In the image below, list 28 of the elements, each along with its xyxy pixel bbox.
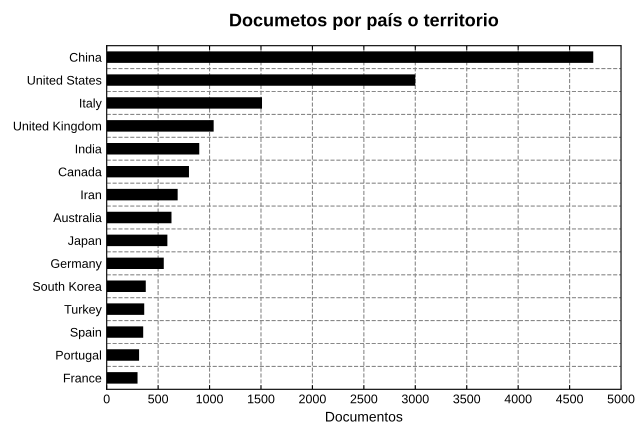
x-tick-label: 1500 (248, 394, 274, 404)
x-axis-title: Documentos (326, 412, 402, 422)
y-tick-label: Iran (81, 190, 102, 200)
x-tick-label: 3000 (402, 394, 429, 404)
y-tick-label: Portugal (56, 350, 101, 362)
y-tick-label: Germany (51, 259, 102, 270)
y-tick-label: United States (28, 76, 102, 85)
y-tick-label: Australia (53, 212, 102, 222)
y-tick-label: Japan (68, 236, 102, 248)
chart-title: Documetos por país o territorio (230, 12, 498, 30)
y-tick-label: Turkey (64, 304, 102, 316)
x-tick-label: 3500 (453, 394, 480, 404)
x-tick-label: 1000 (196, 394, 223, 404)
y-tick-label: Spain (70, 328, 102, 340)
y-tick-label: Italy (80, 98, 102, 110)
x-tick-label: 0 (104, 394, 110, 404)
y-tick-label: Canada (58, 167, 102, 176)
y-tick-label: China (70, 52, 102, 62)
x-tick-label: 4000 (504, 394, 532, 404)
x-tick-label: 500 (148, 394, 168, 404)
x-tick-label: 5000 (608, 394, 634, 404)
x-tick-label: 2000 (299, 394, 326, 404)
y-tick-label: India (76, 144, 102, 154)
x-tick-label: 2500 (350, 394, 378, 404)
y-tick-label: France (64, 374, 102, 383)
y-tick-label: United Kingdom (14, 121, 101, 133)
y-tick-label: South Korea (32, 282, 102, 291)
x-tick-label: 4500 (556, 394, 584, 404)
